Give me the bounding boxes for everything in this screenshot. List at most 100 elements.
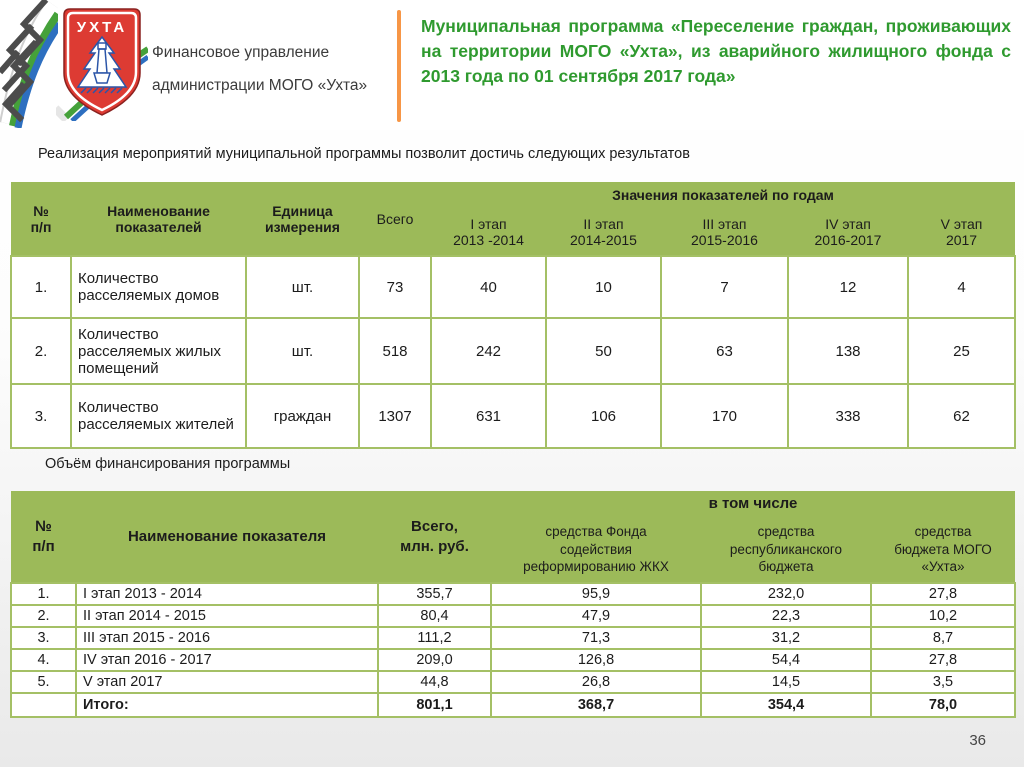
- cell-stage-1: 242: [430, 317, 547, 385]
- col-header-num: № п/п: [11, 491, 76, 583]
- col-header-stage-2: II этап 2014-2015: [546, 208, 661, 256]
- page-number: 36: [969, 732, 986, 749]
- cell-num: 5.: [10, 670, 77, 694]
- cell-total: 73: [358, 255, 432, 319]
- cell-total: 1307: [358, 383, 432, 449]
- cell-stage-4: 138: [787, 317, 909, 385]
- cell-num: 4.: [10, 648, 77, 672]
- cell-num: 3.: [10, 626, 77, 650]
- cell-stage-4: 338: [787, 383, 909, 449]
- cell-name: Итого:: [75, 692, 379, 718]
- cell-total: 355,7: [377, 582, 492, 606]
- cell-stage-5: 4: [906, 255, 1017, 319]
- cell-republic: 22,3: [700, 604, 872, 628]
- cell-stage-3: 63: [660, 317, 789, 385]
- cell-total: 80,4: [377, 604, 492, 628]
- cell-total: 801,1: [377, 692, 492, 718]
- cell-stage-5: 25: [906, 317, 1017, 385]
- intro-text: Реализация мероприятий муниципальной про…: [38, 146, 690, 162]
- cell-republic: 14,5: [700, 670, 872, 694]
- cell-name: III этап 2015 - 2016: [75, 626, 379, 650]
- col-header-republic-budget: средства республиканского бюджета: [701, 517, 871, 583]
- cell-name: IV этап 2016 - 2017: [75, 648, 379, 672]
- cell-num: 1.: [10, 255, 72, 319]
- cell-num: [10, 692, 77, 718]
- col-header-name: Наименование показателей: [71, 182, 246, 256]
- finance-section-label: Объём финансирования программы: [45, 456, 291, 472]
- cell-fund: 126,8: [490, 648, 702, 672]
- cell-mogo: 3,5: [869, 670, 1017, 694]
- table-row: 3. Количество расселяемых жителей гражда…: [10, 383, 1017, 449]
- cell-unit: шт.: [245, 317, 360, 385]
- svg-text:УХТА: УХТА: [77, 19, 127, 36]
- results-table: № п/п Наименование показателей Единица и…: [10, 182, 1017, 449]
- col-header-fund: средства Фонда содействия реформированию…: [491, 517, 701, 583]
- cell-mogo: 10,2: [869, 604, 1017, 628]
- slide-title: Муниципальная программа «Переселение гра…: [421, 16, 1011, 86]
- col-header-mogo-budget: средства бюджета МОГО «Ухта»: [871, 517, 1016, 583]
- col-header-stage-4: IV этап 2016-2017: [788, 208, 908, 256]
- cell-fund: 95,9: [490, 582, 702, 606]
- col-header-total: Всего: [359, 182, 431, 256]
- col-group-header: в том числе: [491, 491, 1016, 517]
- header-band: УХТА Финансовое управление администрации…: [0, 0, 1024, 130]
- cell-stage-3: 7: [660, 255, 789, 319]
- col-header-total: Всего, млн. руб.: [378, 491, 491, 583]
- finance-table: № п/п Наименование показателя Всего, млн…: [10, 491, 1017, 718]
- col-header-stage-1: I этап 2013 -2014: [431, 208, 546, 256]
- table-row-total: Итого: 801,1 368,7 354,4 78,0: [10, 692, 1017, 718]
- col-header-stage-3: III этап 2015-2016: [661, 208, 788, 256]
- col-group-header: Значения показателей по годам: [431, 182, 1016, 208]
- col-header-name: Наименование показателя: [76, 491, 378, 583]
- cell-stage-3: 170: [660, 383, 789, 449]
- cell-republic: 54,4: [700, 648, 872, 672]
- cell-num: 1.: [10, 582, 77, 606]
- cell-mogo: 27,8: [869, 582, 1017, 606]
- table-row: 2. Количество расселяемых жилых помещени…: [10, 317, 1017, 385]
- cell-name: Количество расселяемых домов: [70, 255, 247, 319]
- cell-num: 3.: [10, 383, 72, 449]
- cell-stage-1: 40: [430, 255, 547, 319]
- cell-num: 2.: [10, 317, 72, 385]
- cell-republic: 232,0: [700, 582, 872, 606]
- cell-fund: 26,8: [490, 670, 702, 694]
- cell-name: V этап 2017: [75, 670, 379, 694]
- org-name-line1: Финансовое управление: [152, 44, 330, 61]
- cell-stage-5: 62: [906, 383, 1017, 449]
- cell-total: 518: [358, 317, 432, 385]
- cell-unit: граждан: [245, 383, 360, 449]
- org-name: Финансовое управление администрации МОГО…: [152, 36, 392, 102]
- cell-fund: 368,7: [490, 692, 702, 718]
- cell-stage-1: 631: [430, 383, 547, 449]
- table-row: 5. V этап 2017 44,8 26,8 14,5 3,5: [10, 670, 1017, 694]
- cell-name: Количество расселяемых жилых помещений: [70, 317, 247, 385]
- cell-fund: 47,9: [490, 604, 702, 628]
- cell-stage-4: 12: [787, 255, 909, 319]
- cell-stage-2: 10: [545, 255, 662, 319]
- cell-republic: 31,2: [700, 626, 872, 650]
- cell-num: 2.: [10, 604, 77, 628]
- cell-mogo: 78,0: [869, 692, 1017, 718]
- komi-ornament-icon: [0, 0, 58, 128]
- table-row: 1. Количество расселяемых домов шт. 73 4…: [10, 255, 1017, 319]
- cell-stage-2: 50: [545, 317, 662, 385]
- col-header-num: № п/п: [11, 182, 71, 256]
- cell-stage-2: 106: [545, 383, 662, 449]
- org-name-line2: администрации МОГО «Ухта»: [152, 77, 368, 94]
- orange-divider: [397, 10, 401, 122]
- cell-name: Количество расселяемых жителей: [70, 383, 247, 449]
- cell-mogo: 27,8: [869, 648, 1017, 672]
- ukhta-coat-of-arms-icon: УХТА: [56, 8, 148, 121]
- cell-unit: шт.: [245, 255, 360, 319]
- cell-republic: 354,4: [700, 692, 872, 718]
- cell-total: 111,2: [377, 626, 492, 650]
- col-header-stage-5: V этап 2017: [908, 208, 1016, 256]
- table-row: 3. III этап 2015 - 2016 111,2 71,3 31,2 …: [10, 626, 1017, 650]
- table-row: 2. II этап 2014 - 2015 80,4 47,9 22,3 10…: [10, 604, 1017, 628]
- cell-fund: 71,3: [490, 626, 702, 650]
- table-row: 1. I этап 2013 - 2014 355,7 95,9 232,0 2…: [10, 582, 1017, 606]
- cell-name: II этап 2014 - 2015: [75, 604, 379, 628]
- cell-total: 209,0: [377, 648, 492, 672]
- table-row: 4. IV этап 2016 - 2017 209,0 126,8 54,4 …: [10, 648, 1017, 672]
